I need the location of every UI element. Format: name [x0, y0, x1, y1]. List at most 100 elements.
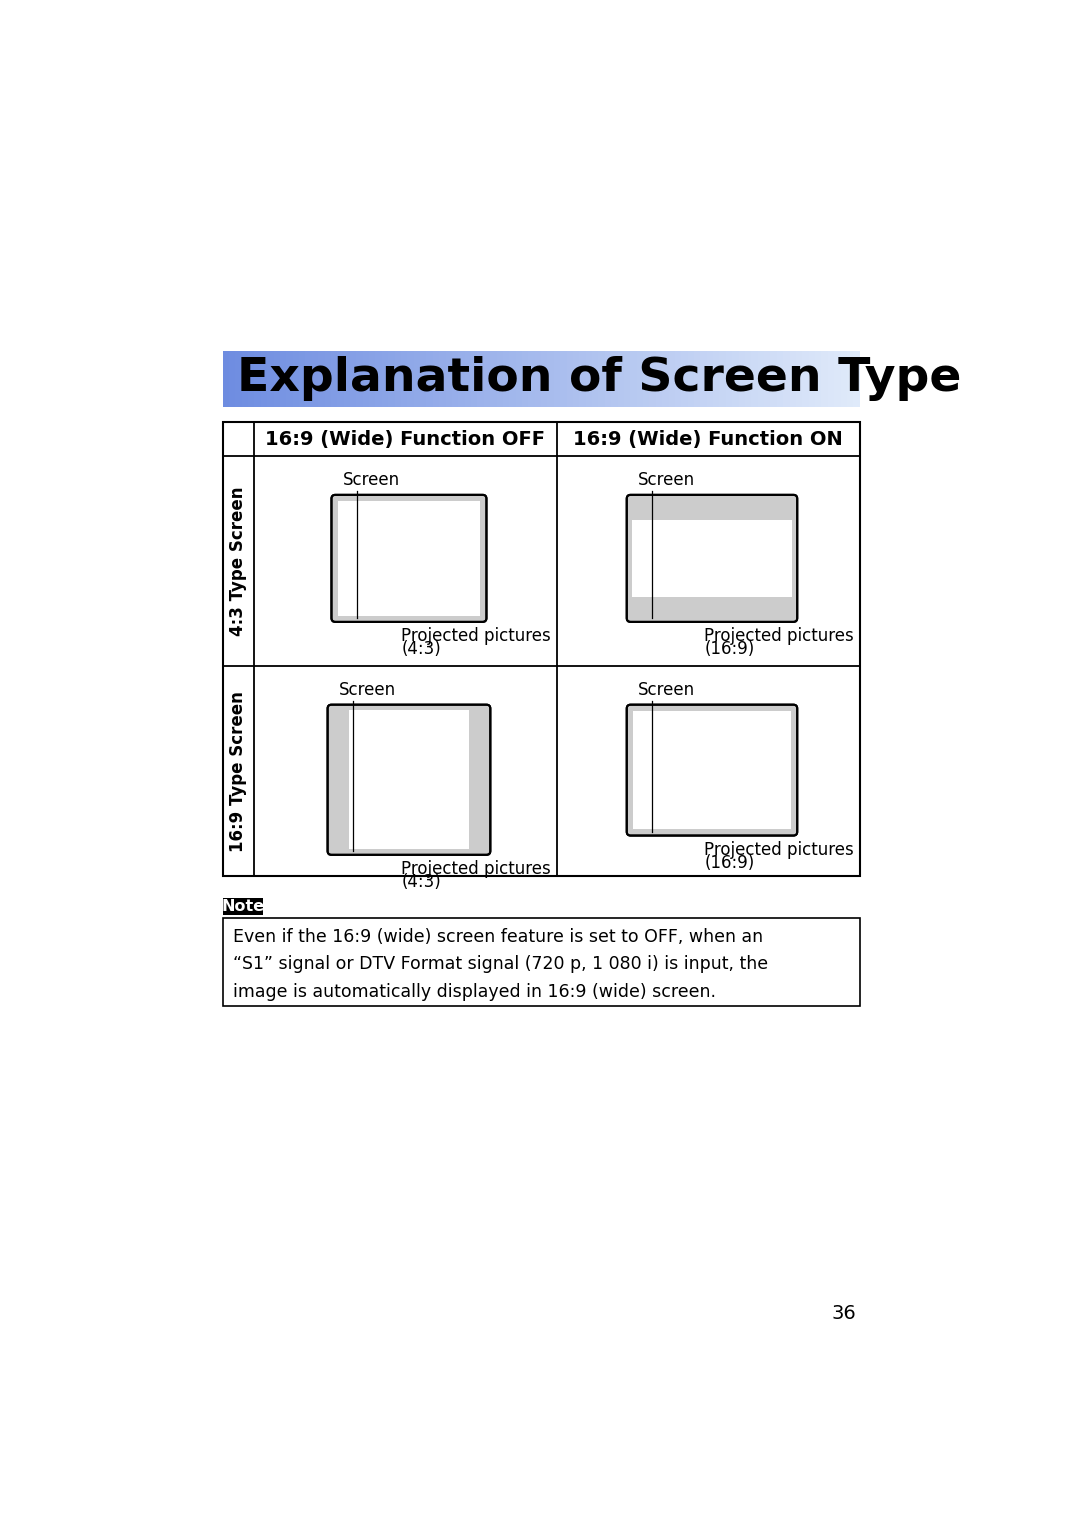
Text: Screen: Screen — [638, 682, 696, 700]
Bar — [713, 351, 720, 407]
Bar — [636, 351, 644, 407]
Bar — [394, 351, 402, 407]
Text: Projected pictures: Projected pictures — [704, 627, 854, 645]
Bar — [541, 351, 548, 407]
Bar — [752, 351, 758, 407]
Bar — [376, 351, 382, 407]
Text: (16:9): (16:9) — [704, 854, 755, 872]
Bar — [319, 351, 325, 407]
Bar — [815, 351, 822, 407]
Text: Even if the 16:9 (wide) screen feature is set to OFF, when an
“S1” signal or DTV: Even if the 16:9 (wide) screen feature i… — [233, 929, 769, 1000]
Bar — [369, 351, 376, 407]
Bar — [222, 918, 860, 1006]
Text: Projected pictures: Projected pictures — [401, 860, 551, 878]
Bar — [554, 351, 561, 407]
Bar — [700, 351, 707, 407]
Text: (4:3): (4:3) — [401, 640, 441, 659]
Bar — [605, 351, 611, 407]
Bar — [688, 351, 694, 407]
Bar — [497, 351, 503, 407]
Bar — [611, 351, 618, 407]
Bar — [255, 351, 261, 407]
FancyBboxPatch shape — [327, 705, 490, 856]
Bar — [706, 351, 714, 407]
Bar — [401, 351, 408, 407]
Bar — [350, 351, 356, 407]
Bar — [451, 351, 459, 407]
Bar — [643, 351, 650, 407]
Text: 4:3 Type Screen: 4:3 Type Screen — [229, 486, 247, 636]
Text: Note: Note — [221, 898, 265, 913]
Bar — [579, 351, 586, 407]
Bar — [222, 898, 262, 915]
Bar — [229, 351, 235, 407]
Bar — [299, 351, 306, 407]
Bar — [764, 351, 771, 407]
Bar — [827, 351, 835, 407]
Bar — [267, 351, 274, 407]
Bar — [631, 351, 637, 407]
Bar — [222, 422, 860, 875]
Bar — [739, 351, 745, 407]
Bar — [338, 502, 481, 616]
Bar — [522, 351, 529, 407]
Bar — [758, 351, 765, 407]
Bar — [420, 351, 427, 407]
Bar — [719, 351, 726, 407]
Bar — [796, 351, 802, 407]
Bar — [662, 351, 669, 407]
Bar — [592, 351, 598, 407]
Bar — [293, 351, 299, 407]
Bar — [585, 351, 593, 407]
Text: 16:9 (Wide) Function OFF: 16:9 (Wide) Function OFF — [265, 430, 545, 448]
Bar — [427, 351, 433, 407]
Bar — [822, 351, 828, 407]
Bar — [847, 351, 853, 407]
Bar — [440, 351, 446, 407]
Text: Screen: Screen — [339, 682, 396, 700]
Bar — [484, 351, 490, 407]
Bar — [802, 351, 809, 407]
Bar — [324, 351, 332, 407]
Bar — [840, 351, 848, 407]
Bar — [694, 351, 701, 407]
Bar — [273, 351, 281, 407]
Bar — [286, 351, 293, 407]
Bar — [464, 351, 471, 407]
Bar — [535, 351, 541, 407]
Bar — [770, 351, 778, 407]
Bar — [242, 351, 248, 407]
Bar — [330, 351, 338, 407]
Text: 36: 36 — [832, 1304, 856, 1322]
Bar — [337, 351, 345, 407]
Bar — [633, 711, 791, 830]
Bar — [306, 351, 312, 407]
Bar — [356, 351, 363, 407]
Text: (16:9): (16:9) — [704, 640, 755, 659]
Bar — [618, 351, 624, 407]
Bar — [446, 351, 453, 407]
Bar — [745, 351, 752, 407]
Bar — [388, 351, 395, 407]
Text: (4:3): (4:3) — [401, 874, 441, 891]
Bar — [632, 520, 792, 598]
Text: 16:9 Type Screen: 16:9 Type Screen — [229, 691, 247, 851]
Bar — [624, 351, 631, 407]
Bar — [809, 351, 815, 407]
Text: Projected pictures: Projected pictures — [704, 840, 854, 859]
Bar — [280, 351, 286, 407]
Bar — [598, 351, 605, 407]
Bar — [363, 351, 369, 407]
Bar — [235, 351, 242, 407]
Bar — [656, 351, 662, 407]
Bar — [458, 351, 465, 407]
Bar — [726, 351, 732, 407]
Bar — [732, 351, 739, 407]
Bar — [407, 351, 414, 407]
Bar — [222, 351, 229, 407]
Bar — [503, 351, 510, 407]
Bar — [681, 351, 688, 407]
Bar — [669, 351, 675, 407]
Text: Screen: Screen — [638, 471, 696, 490]
Bar — [834, 351, 841, 407]
